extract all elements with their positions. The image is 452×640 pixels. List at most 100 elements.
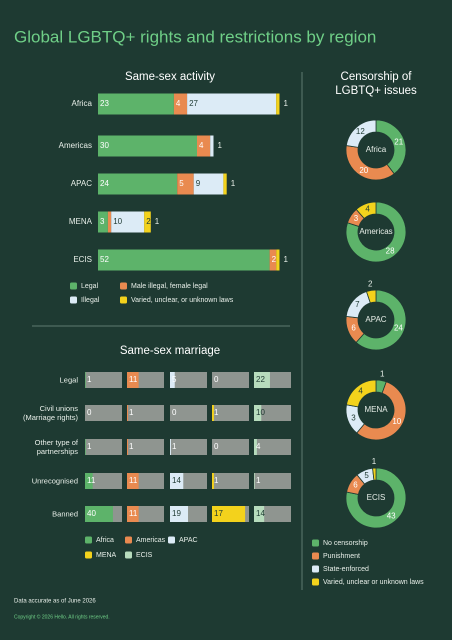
- cell-bar: [254, 372, 270, 388]
- data-label: 27: [189, 99, 198, 108]
- row-label: Unrecognised: [31, 476, 78, 486]
- legend-swatch: [312, 578, 319, 586]
- donut-slice: [355, 201, 377, 220]
- cell-track: [85, 439, 122, 455]
- bar-segment: [144, 211, 151, 233]
- bar-segment: [197, 135, 211, 157]
- chart-title: Same-sex activity: [125, 71, 215, 83]
- bar-segment: [173, 93, 188, 115]
- legend-label: Illegal: [81, 297, 100, 304]
- data-label: 1: [129, 442, 134, 451]
- y-tick-label: Africa: [72, 99, 93, 108]
- legend-label: ECIS: [136, 552, 153, 559]
- data-label: 23: [100, 99, 109, 108]
- bar-segment: [177, 173, 194, 195]
- legend-label: State-enforced: [323, 566, 369, 573]
- legend-label: Africa: [96, 537, 114, 544]
- donut-center-label: Americas: [359, 227, 392, 236]
- chart-title: Same-sex marriage: [120, 345, 220, 357]
- data-label: 0: [172, 408, 177, 417]
- donut-center-label: ECIS: [367, 493, 386, 502]
- cell-track: [212, 372, 249, 388]
- cell-bar: [85, 473, 93, 489]
- legend-swatch: [125, 536, 132, 544]
- bar-segment: [276, 249, 280, 271]
- legend-swatch: [70, 282, 77, 290]
- legend-label: Punishment: [323, 553, 360, 560]
- cell-bar: [85, 439, 86, 455]
- data-label: 10: [256, 408, 265, 417]
- data-label: 1: [218, 141, 223, 150]
- data-label: 4: [365, 205, 370, 214]
- legend-swatch: [85, 551, 92, 559]
- donut-center-label: MENA: [364, 405, 388, 414]
- data-label: 11: [87, 476, 96, 485]
- cell-bar: [127, 439, 129, 455]
- y-tick-label: MENA: [69, 217, 93, 226]
- cell-track: [212, 439, 249, 455]
- cell-bar: [127, 405, 129, 421]
- y-tick-label: APAC: [71, 179, 92, 188]
- donut-slice: [345, 379, 377, 408]
- cell-bar: [212, 473, 214, 489]
- data-label: 2: [272, 255, 277, 264]
- bar-segment: [276, 93, 280, 115]
- data-label: 3: [354, 214, 359, 223]
- donut-center-label: APAC: [365, 315, 386, 324]
- cell-bar: [170, 473, 184, 489]
- data-label: 9: [196, 179, 201, 188]
- cell-track: [254, 473, 291, 489]
- y-tick-label: ECIS: [73, 255, 92, 264]
- data-label: 7: [355, 300, 360, 309]
- row-label: Legal: [59, 375, 78, 385]
- bar-segment: [98, 93, 174, 115]
- data-label: 14: [172, 476, 181, 485]
- data-label: 14: [256, 509, 265, 518]
- data-label: 10: [113, 217, 122, 226]
- row-label: Banned: [52, 509, 78, 519]
- legend-label: Male illegal, female legal: [131, 283, 208, 290]
- data-label: 1: [372, 457, 377, 466]
- data-label: 1: [214, 476, 219, 485]
- copyright: Copyright © 2026 Hello. All rights reser…: [14, 613, 110, 620]
- legend-label: Legal: [81, 283, 99, 290]
- data-label: 5: [179, 179, 184, 188]
- data-label: 1: [231, 179, 236, 188]
- legend-swatch: [70, 296, 77, 304]
- data-label: 0: [87, 408, 92, 417]
- data-label: 6: [351, 324, 356, 333]
- data-label: 2: [146, 217, 151, 226]
- cell-bar: [170, 439, 171, 455]
- bar-segment: [187, 93, 277, 115]
- data-label: 1: [87, 442, 92, 451]
- legend-swatch: [125, 551, 132, 559]
- legend-label: Varied, unclear, or unknown laws: [131, 297, 234, 304]
- data-label: 19: [172, 509, 181, 518]
- cell-track: [212, 405, 249, 421]
- cell-bar: [254, 473, 255, 489]
- bar-segment: [269, 249, 277, 271]
- cell-track: [85, 405, 122, 421]
- donut-slice: [365, 289, 377, 304]
- data-label: 22: [256, 375, 265, 384]
- data-label: 11: [129, 509, 138, 518]
- data-label: 4: [256, 442, 261, 451]
- cell-track: [127, 405, 164, 421]
- cell-bar: [85, 372, 86, 388]
- data-label: 6: [353, 481, 358, 490]
- cell-bar: [127, 372, 139, 388]
- data-label: 3: [351, 413, 356, 422]
- data-label: 5: [172, 375, 177, 384]
- cell-bar: [212, 506, 246, 522]
- bar-segment: [223, 173, 227, 195]
- cell-bar: [127, 473, 139, 489]
- cell-bar: [254, 439, 257, 455]
- row-label: Other type of partnerships: [34, 438, 78, 456]
- cell-bar: [127, 506, 139, 522]
- donut-slice: [345, 201, 407, 263]
- legend-swatch: [120, 282, 127, 290]
- cell-track: [212, 473, 249, 489]
- data-label: 11: [129, 375, 138, 384]
- bar-segment: [98, 249, 270, 271]
- data-label: 11: [129, 476, 138, 485]
